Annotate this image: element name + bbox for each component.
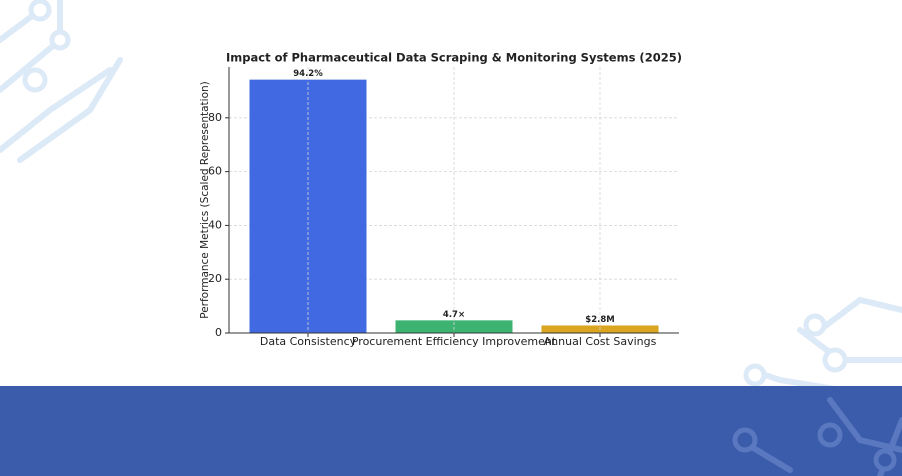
y-tick-label: 80 bbox=[208, 111, 222, 124]
bar bbox=[249, 79, 367, 333]
x-tick-label: Procurement Efficiency Improvement bbox=[352, 335, 557, 348]
y-tick-label: 0 bbox=[215, 326, 222, 339]
y-tick-label: 60 bbox=[208, 165, 222, 178]
y-tick-label: 40 bbox=[208, 218, 222, 231]
footer-band bbox=[0, 386, 902, 476]
chart-title: Impact of Pharmaceutical Data Scraping &… bbox=[226, 51, 682, 65]
x-tick-label: Data Consistency bbox=[260, 335, 357, 348]
y-tick-label: 20 bbox=[208, 272, 222, 285]
bar bbox=[395, 320, 513, 333]
x-tick-label: Annual Cost Savings bbox=[544, 335, 657, 348]
y-axis-label: Performance Metrics (Scaled Representati… bbox=[199, 81, 211, 319]
